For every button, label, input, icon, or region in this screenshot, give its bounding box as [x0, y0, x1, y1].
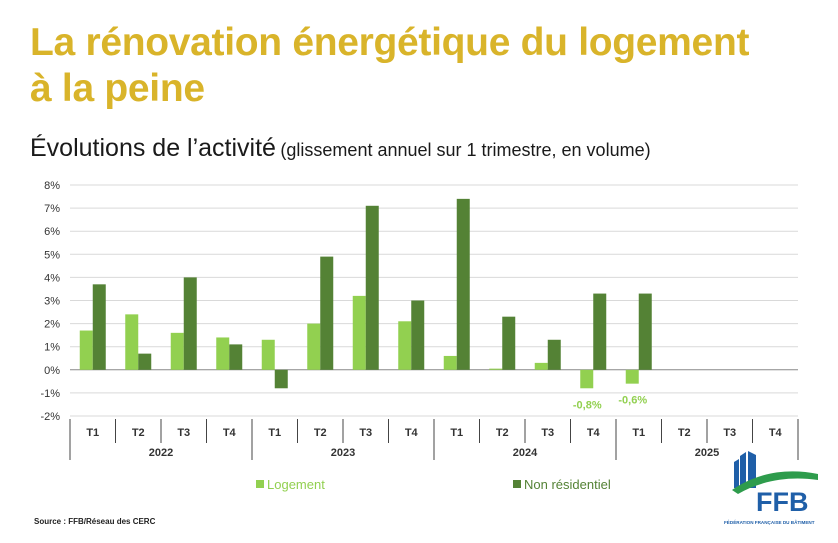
- bar-logement: [580, 369, 594, 389]
- y-tick-label: -1%: [40, 388, 60, 400]
- bar-logement: [79, 330, 93, 370]
- bar-non-residentiel: [365, 205, 379, 370]
- bar-logement: [216, 337, 230, 370]
- y-tick-label: 4%: [44, 272, 60, 284]
- bar-non-residentiel: [502, 316, 516, 370]
- x-tick-label: T3: [723, 427, 736, 439]
- bar-non-residentiel: [411, 300, 425, 370]
- bar-logement: [170, 332, 184, 370]
- bar-logement: [261, 339, 275, 370]
- bar-logement: [307, 323, 321, 370]
- y-tick-label: 5%: [44, 249, 60, 261]
- x-tick-label: T3: [359, 427, 372, 439]
- title-line-2: à la peine: [30, 67, 205, 110]
- x-tick-label: T1: [86, 427, 99, 439]
- year-label: 2024: [513, 447, 538, 459]
- bar-non-residentiel: [274, 369, 288, 389]
- legend-label: Logement: [267, 477, 325, 492]
- title-line-1: La rénovation énergétique du logement: [30, 21, 750, 64]
- y-tick-label: 6%: [44, 226, 60, 238]
- y-tick-label: 0%: [44, 365, 60, 377]
- x-tick-label: T4: [405, 427, 419, 439]
- chart-subtitle: Évolutions de l’activité (glissement ann…: [30, 134, 651, 163]
- x-tick-label: T2: [678, 427, 691, 439]
- bar-non-residentiel: [593, 293, 607, 370]
- x-tick-label: T3: [541, 427, 554, 439]
- bar-logement: [352, 295, 366, 370]
- x-tick-label: T4: [769, 427, 783, 439]
- x-tick-label: T2: [496, 427, 509, 439]
- x-tick-label: T4: [223, 427, 237, 439]
- swoosh-icon: [732, 471, 818, 494]
- bar-logement: [398, 321, 412, 370]
- bar-non-residentiel: [183, 277, 197, 370]
- y-tick-label: 1%: [44, 342, 60, 354]
- bar-logement: [489, 368, 503, 370]
- source-note: Source : FFB/Réseau des CERC: [34, 517, 156, 526]
- year-label: 2023: [331, 447, 355, 459]
- y-tick-label: -2%: [40, 411, 60, 423]
- bar-non-residentiel: [229, 344, 243, 370]
- logo-text: FFB: [756, 487, 808, 517]
- x-tick-label: T2: [132, 427, 145, 439]
- logo-tagline: FÉDÉRATION FRANÇAISE DU BÂTIMENT: [724, 518, 815, 525]
- bar-logement: [534, 362, 548, 370]
- bar-logement: [443, 355, 457, 370]
- legend-swatch: [513, 480, 521, 488]
- x-tick-label: T2: [314, 427, 327, 439]
- legend-label: Non résidentiel: [524, 477, 611, 492]
- year-label: 2025: [695, 447, 719, 459]
- y-tick-label: 3%: [44, 296, 60, 308]
- x-tick-label: T1: [632, 427, 645, 439]
- bar-non-residentiel: [638, 293, 652, 370]
- y-tick-label: 7%: [44, 203, 60, 215]
- ffb-logo: FFB FÉDÉRATION FRANÇAISE DU BÂTIMENT: [724, 451, 818, 525]
- y-tick-label: 8%: [44, 180, 60, 192]
- page-title: La rénovation énergétique du logement à …: [30, 20, 749, 112]
- x-tick-label: T1: [268, 427, 281, 439]
- bar-non-residentiel: [547, 339, 561, 370]
- x-tick-label: T1: [450, 427, 463, 439]
- data-label: -0,6%: [618, 395, 647, 407]
- building-icon: [734, 451, 756, 488]
- bar-non-residentiel: [92, 284, 106, 370]
- bar-non-residentiel: [320, 256, 334, 370]
- year-label: 2022: [149, 447, 173, 459]
- y-tick-label: 2%: [44, 319, 60, 331]
- x-tick-label: T3: [177, 427, 190, 439]
- subtitle-note: (glissement annuel sur 1 trimestre, en v…: [280, 140, 651, 160]
- x-tick-label: T4: [587, 427, 601, 439]
- bar-non-residentiel: [456, 198, 470, 370]
- bar-logement: [625, 369, 639, 384]
- data-label: -0,8%: [573, 399, 602, 411]
- bar-non-residentiel: [138, 353, 152, 370]
- legend-swatch: [256, 480, 264, 488]
- subtitle-main: Évolutions de l’activité: [30, 134, 276, 162]
- bar-logement: [125, 314, 139, 370]
